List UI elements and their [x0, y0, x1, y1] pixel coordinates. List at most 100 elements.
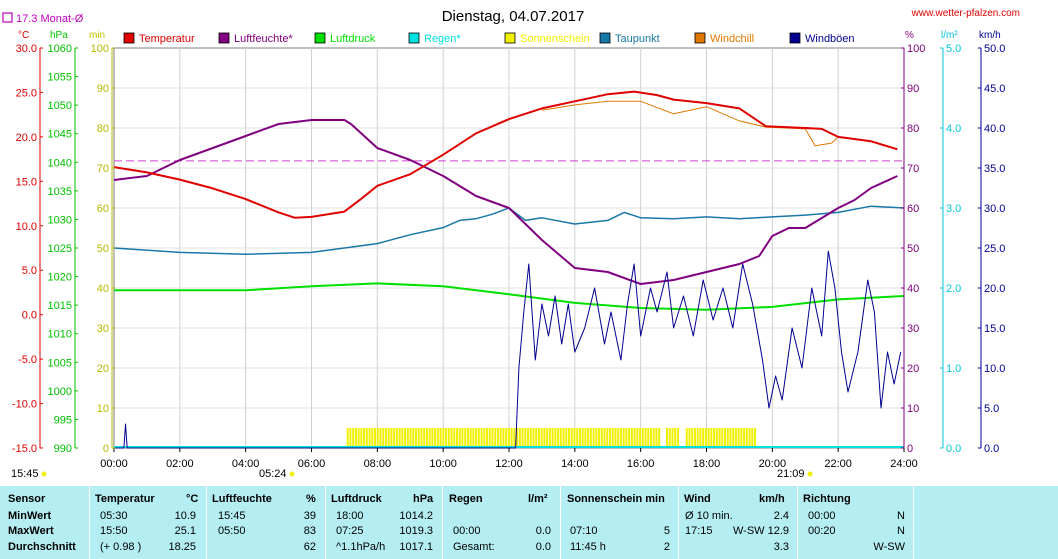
- legend-label: Windchill: [710, 33, 754, 45]
- temp-tick-label: 25.0: [16, 87, 37, 99]
- legend-swatch: [408, 32, 420, 44]
- hpa-tick-label: 995: [54, 414, 72, 426]
- header-wind-unit: km/h: [759, 493, 785, 505]
- table-cell-hum-time: 05:50: [218, 525, 246, 537]
- x-tick-label: 12:00: [495, 458, 523, 470]
- table-cell-pres-val: 1019.3: [399, 525, 433, 537]
- header-pres-unit: hPa: [413, 493, 434, 505]
- unit-rain: l/m²: [941, 30, 958, 41]
- hpa-tick-label: 990: [54, 443, 72, 455]
- unit-temp: °C: [18, 30, 29, 41]
- table-cell-wind-val: 12.9: [767, 525, 789, 537]
- pct-tick-label: 40: [907, 283, 919, 295]
- weather-chart: 00:00 02:00 04:00 06:00 08:00 10:00 12:00 14:00…: [2, 8, 1020, 480]
- rain-tick-label: 3.0: [946, 203, 961, 215]
- table-cell-pres-time: ^1.1hPa/h: [336, 541, 386, 553]
- sunrise-marker-icon: [289, 471, 295, 477]
- hpa-tick-label: 1035: [48, 186, 72, 198]
- rain-tick-label: 2.0: [946, 283, 961, 295]
- temp-tick-label: -5.0: [18, 354, 37, 366]
- table-cell-label: MaxWert: [8, 525, 54, 537]
- hpa-tick-label: 1015: [48, 300, 72, 312]
- pct-tick-label: 30: [907, 323, 919, 335]
- legend-swatch: [504, 32, 516, 44]
- table-cell-pres-val: 1014.2: [399, 510, 433, 522]
- hpa-tick-label: 1025: [48, 243, 72, 255]
- table-cell-rain-time: Gesamt:: [453, 541, 495, 553]
- legend-swatch: [694, 32, 706, 44]
- website-link[interactable]: www.wetter-pfalzen.com: [911, 8, 1020, 19]
- header-sun: Sonnenschein min: [567, 493, 665, 505]
- min-tick-label: 20: [97, 363, 109, 375]
- table-cell-temp-time: 15:50: [100, 525, 128, 537]
- legend-label: Regen*: [424, 33, 461, 45]
- legend-swatch: [123, 32, 135, 44]
- legend-label: Taupunkt: [615, 33, 660, 45]
- table-cell-sun-val: 2: [663, 541, 670, 553]
- x-tick-label: 22:00: [824, 458, 852, 470]
- hpa-tick-label: 1020: [48, 272, 72, 284]
- header-dir: Richtung: [803, 493, 851, 505]
- kmh-tick-label: 20.0: [984, 283, 1005, 295]
- series-line-windböen: [114, 250, 902, 449]
- table-cell-label: Durchschnitt: [8, 541, 76, 553]
- legend-swatch: [218, 32, 230, 44]
- hpa-tick-label: 1050: [48, 100, 72, 112]
- table-cell-rain-val: 0.0: [535, 541, 551, 553]
- table-cell-wind-val: 2.4: [773, 510, 789, 522]
- unit-min: min: [89, 30, 105, 41]
- x-tick-label: 20:00: [759, 458, 787, 470]
- table-cell-sun-time: 07:10: [570, 525, 598, 537]
- month-avg-label: 17.3 Monat-Ø: [16, 13, 84, 25]
- kmh-tick-label: 35.0: [984, 163, 1005, 175]
- chart-title: Dienstag, 04.07.2017: [442, 8, 585, 25]
- sunset-time: 21:09: [777, 468, 805, 480]
- kmh-tick-label: 0.0: [984, 443, 999, 455]
- rain-tick-label: 4.0: [946, 123, 961, 135]
- unit-pct: %: [905, 30, 914, 41]
- table-cell-pres-val: 1017.1: [399, 541, 433, 553]
- x-tick-label: 06:00: [298, 458, 326, 470]
- pct-tick-label: 0: [907, 443, 913, 455]
- rain-end-marker-icon: [41, 471, 47, 477]
- series-line-temperatur: [113, 90, 898, 219]
- rain-tick-label: 0.0: [946, 443, 961, 455]
- pct-tick-label: 100: [907, 43, 925, 55]
- legend-label: Windböen: [805, 33, 855, 45]
- temp-tick-label: 10.0: [16, 221, 37, 233]
- legend-label: Luftdruck: [330, 33, 376, 45]
- hpa-tick-label: 1045: [48, 129, 72, 141]
- hpa-tick-label: 1000: [48, 386, 72, 398]
- min-tick-label: 70: [97, 163, 109, 175]
- table-cell-temp-val: 10.9: [174, 510, 196, 522]
- table-cell-temp-time: (+ 0.98 ): [100, 541, 142, 553]
- hpa-tick-label: 1030: [48, 214, 72, 226]
- min-tick-label: 90: [97, 83, 109, 95]
- pct-tick-label: 90: [907, 83, 919, 95]
- kmh-tick-label: 15.0: [984, 323, 1005, 335]
- min-tick-label: 0: [103, 443, 109, 455]
- table-cell-hum-val: 39: [303, 510, 316, 522]
- header-sensor: Sensor: [8, 493, 46, 505]
- hpa-tick-label: 1040: [48, 157, 72, 169]
- unit-hpa: hPa: [50, 30, 68, 41]
- legend-label: Temperatur: [139, 33, 195, 45]
- hpa-tick-label: 1060: [48, 43, 72, 55]
- header-rain-unit: l/m²: [528, 493, 548, 505]
- x-tick-label: 18:00: [693, 458, 721, 470]
- x-tick-label: 24:00: [890, 458, 918, 470]
- legend: Temperatur Luftfeuchte* Luftdruck Regen* Son…: [123, 32, 855, 45]
- table-cell-hum-val: 83: [303, 525, 316, 537]
- pct-tick-label: 70: [907, 163, 919, 175]
- table-cell-temp-val: 25.1: [174, 525, 196, 537]
- header-wind: Wind: [684, 493, 711, 505]
- statistics-table: Sensor Temperatur °C Luftfeuchte % Luftd…: [0, 486, 1058, 559]
- min-tick-label: 50: [97, 243, 109, 255]
- series-line-taupunkt: [113, 205, 905, 255]
- kmh-tick-label: 30.0: [984, 203, 1005, 215]
- table-cell-sun-time: 11:45 h: [570, 541, 606, 553]
- pct-tick-label: 80: [907, 123, 919, 135]
- hpa-tick-label: 1010: [48, 329, 72, 341]
- table-cell-dir-time: 00:20: [808, 525, 836, 537]
- table-cell-wind-val: 3.3: [773, 541, 789, 553]
